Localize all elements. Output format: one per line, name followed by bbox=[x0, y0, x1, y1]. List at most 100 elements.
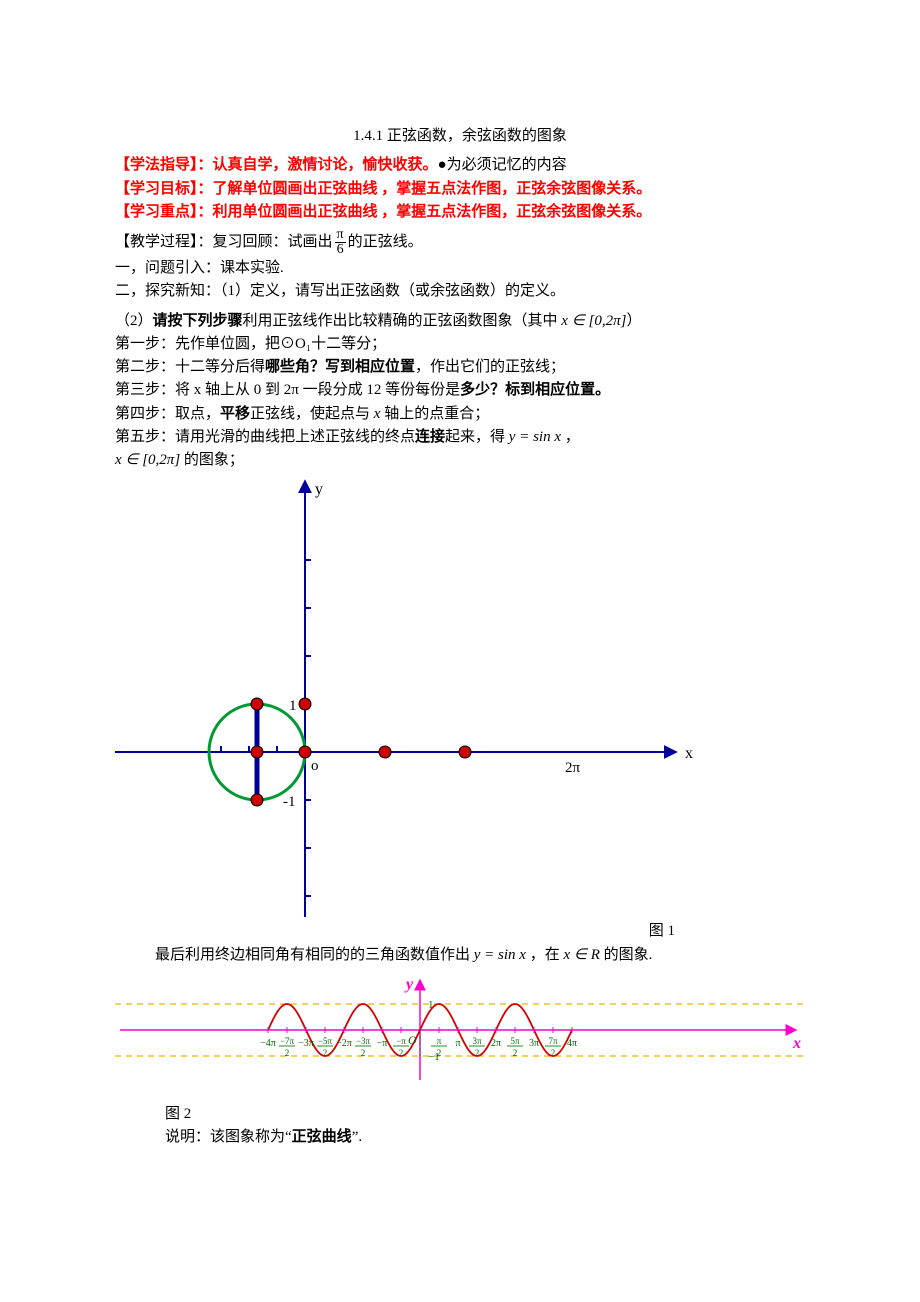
memory-dot: ● bbox=[438, 157, 447, 173]
svg-text:o: o bbox=[311, 758, 319, 774]
step-3: 第三步：将 x 轴上从 0 到 2π 一段分成 12 等份每份是多少？标到相应位… bbox=[115, 379, 805, 402]
after-a: 最后利用终边相同角有相同的的三角函数值作出 bbox=[155, 947, 474, 963]
intro-1: 一，问题引入：课本实验. bbox=[115, 257, 805, 280]
svg-text:−2π: −2π bbox=[336, 1038, 352, 1049]
step-5: 第五步：请用光滑的曲线把上述正弦线的终点连接起来，得 y = sin x ， bbox=[115, 426, 805, 449]
figure-2: −4π−7π2−3π−5π2−2π−3π2−π−π2π2π3π22π5π23π7… bbox=[115, 975, 805, 1085]
figure-2-desc: 说明：该图象称为“正弦曲线”. bbox=[165, 1126, 805, 1149]
svg-text:x: x bbox=[792, 1035, 801, 1052]
lead-c: 利用正弦线作出比较精确的正弦函数图象（其中 bbox=[243, 313, 562, 329]
svg-text:1: 1 bbox=[289, 698, 297, 714]
step-1: 第一步：先作单位圆，把⊙O₁十二等分； bbox=[115, 333, 805, 356]
objective-text: 了解单位圆画出正弦曲线 ，掌握五点法作图，正弦余弦图像关系。 bbox=[213, 181, 652, 197]
step-2: 第二步：十二等分后得哪些角？写到相应位置，作出它们的正弦线； bbox=[115, 356, 805, 379]
s5a: 第五步：请用光滑的曲线把上述正弦线的终点 bbox=[115, 429, 415, 445]
focus-line: 【学习重点】：利用单位圆画出正弦曲线 ，掌握五点法作图，正弦余弦图像关系。 bbox=[115, 201, 805, 224]
s5d: ， bbox=[561, 429, 580, 445]
svg-text:−π: −π bbox=[377, 1038, 388, 1049]
svg-text:−5π: −5π bbox=[318, 1036, 333, 1046]
after-eq: y = sin x bbox=[474, 947, 526, 963]
desc-b: 正弦曲线 bbox=[292, 1129, 352, 1145]
lead-b: 请按下列步骤 bbox=[153, 313, 243, 329]
fraction-pi-6: π6 bbox=[335, 228, 346, 257]
s5c: 起来，得 bbox=[445, 429, 509, 445]
s5eq: y = sin x bbox=[509, 429, 561, 445]
svg-text:−1: −1 bbox=[428, 1051, 440, 1063]
memory-text: 为必须记忆的内容 bbox=[447, 157, 567, 173]
svg-text:x: x bbox=[685, 745, 693, 762]
s6a: 的图象； bbox=[180, 452, 244, 468]
svg-text:−7π: −7π bbox=[280, 1036, 295, 1046]
svg-text:π: π bbox=[455, 1038, 460, 1049]
svg-text:2: 2 bbox=[513, 1048, 518, 1058]
svg-text:π: π bbox=[437, 1036, 442, 1046]
svg-text:3π: 3π bbox=[529, 1038, 539, 1049]
svg-text:2: 2 bbox=[323, 1048, 328, 1058]
method-guide-text: 认真自学，激情讨论，愉快收获。 bbox=[213, 157, 438, 173]
s6-domain: x ∈ [0,2π] bbox=[115, 452, 180, 468]
svg-text:−3π: −3π bbox=[298, 1038, 314, 1049]
svg-text:1: 1 bbox=[428, 999, 434, 1011]
s3b: 多少？标到相应位置。 bbox=[460, 382, 610, 398]
after-b: ，在 bbox=[526, 947, 564, 963]
figure-2-svg: −4π−7π2−3π−5π2−2π−3π2−π−π2π2π3π22π5π23π7… bbox=[115, 975, 805, 1085]
s4c: 正弦线，使起点与 bbox=[250, 406, 374, 422]
figure-1-caption: 图 1 bbox=[115, 920, 805, 943]
s4b: 平移 bbox=[220, 406, 250, 422]
svg-text:2: 2 bbox=[361, 1048, 366, 1058]
focus-text: 利用单位圆画出正弦曲线 ，掌握五点法作图，正弦余弦图像关系。 bbox=[213, 204, 652, 220]
process-text-b: 的正弦线。 bbox=[348, 234, 423, 250]
svg-text:2: 2 bbox=[399, 1048, 404, 1058]
svg-text:-1: -1 bbox=[283, 794, 296, 810]
svg-text:7π: 7π bbox=[548, 1036, 558, 1046]
s5b: 连接 bbox=[415, 429, 445, 445]
objective-line: 【学习目标】：了解单位圆画出正弦曲线 ，掌握五点法作图，正弦余弦图像关系。 bbox=[115, 178, 805, 201]
step-6: x ∈ [0,2π] 的图象； bbox=[115, 449, 805, 472]
focus-label: 【学习重点】： bbox=[115, 204, 213, 220]
svg-text:y: y bbox=[404, 976, 414, 993]
svg-text:O: O bbox=[408, 1033, 417, 1047]
lead-domain: x ∈ [0,2π] bbox=[561, 313, 626, 329]
after-dom: x ∈ R bbox=[563, 947, 599, 963]
lead-a: （2） bbox=[115, 313, 153, 329]
svg-text:2: 2 bbox=[475, 1048, 480, 1058]
step-4: 第四步：取点，平移正弦线，使起点与 x 轴上的点重合； bbox=[115, 403, 805, 426]
figure-1-svg: y x o 1 -1 2π bbox=[115, 472, 805, 922]
frac-num: π bbox=[335, 228, 346, 243]
process-label: 【教学过程】： bbox=[115, 234, 213, 250]
method-guide-label: 【学法指导】： bbox=[115, 157, 213, 173]
s4d: 轴上的点重合； bbox=[380, 406, 489, 422]
step-lead: （2）请按下列步骤利用正弦线作出比较精确的正弦函数图象（其中 x ∈ [0,2π… bbox=[115, 310, 805, 333]
svg-text:2π: 2π bbox=[491, 1038, 501, 1049]
frac-den: 6 bbox=[335, 243, 346, 257]
svg-text:−4π: −4π bbox=[260, 1038, 276, 1049]
figure-2-caption-block: 图 2 说明：该图象称为“正弦曲线”. bbox=[165, 1103, 805, 1150]
document-page: 1.4.1 正弦函数，余弦函数的图象 【学法指导】：认真自学，激情讨论，愉快收获… bbox=[0, 0, 920, 1302]
svg-text:2π: 2π bbox=[565, 760, 581, 776]
desc-c: ”. bbox=[352, 1129, 362, 1145]
svg-text:y: y bbox=[315, 481, 323, 498]
objective-label: 【学习目标】： bbox=[115, 181, 213, 197]
after-c: 的图象. bbox=[600, 947, 653, 963]
figure-2-caption: 图 2 bbox=[165, 1103, 805, 1126]
method-guide-line: 【学法指导】：认真自学，激情讨论，愉快收获。●为必须记忆的内容 bbox=[115, 154, 805, 177]
s2b: 哪些角？写到相应位置 bbox=[265, 359, 415, 375]
s2c: ，作出它们的正弦线； bbox=[415, 359, 565, 375]
desc-a: 说明：该图象称为“ bbox=[165, 1129, 292, 1145]
lead-d: ） bbox=[626, 313, 641, 329]
doc-title: 1.4.1 正弦函数，余弦函数的图象 bbox=[115, 125, 805, 148]
svg-text:2: 2 bbox=[551, 1048, 556, 1058]
svg-text:5π: 5π bbox=[510, 1036, 520, 1046]
s3a: 第三步：将 x 轴上从 0 到 2π 一段分成 12 等份每份是 bbox=[115, 382, 460, 398]
after-fig1-line: 最后利用终边相同角有相同的的三角函数值作出 y = sin x ，在 x ∈ R… bbox=[155, 944, 805, 967]
s4a: 第四步：取点， bbox=[115, 406, 220, 422]
process-text-a: 复习回顾：试画出 bbox=[213, 234, 333, 250]
svg-text:−π: −π bbox=[396, 1036, 406, 1046]
svg-text:3π: 3π bbox=[472, 1036, 482, 1046]
svg-text:2: 2 bbox=[285, 1048, 290, 1058]
process-line: 【教学过程】：复习回顾：试画出π6的正弦线。 bbox=[115, 228, 805, 257]
svg-text:4π: 4π bbox=[567, 1038, 577, 1049]
intro-2: 二，探究新知：（1）定义，请写出正弦函数（或余弦函数）的定义。 bbox=[115, 280, 805, 303]
s2a: 第二步：十二等分后得 bbox=[115, 359, 265, 375]
svg-text:−3π: −3π bbox=[356, 1036, 371, 1046]
